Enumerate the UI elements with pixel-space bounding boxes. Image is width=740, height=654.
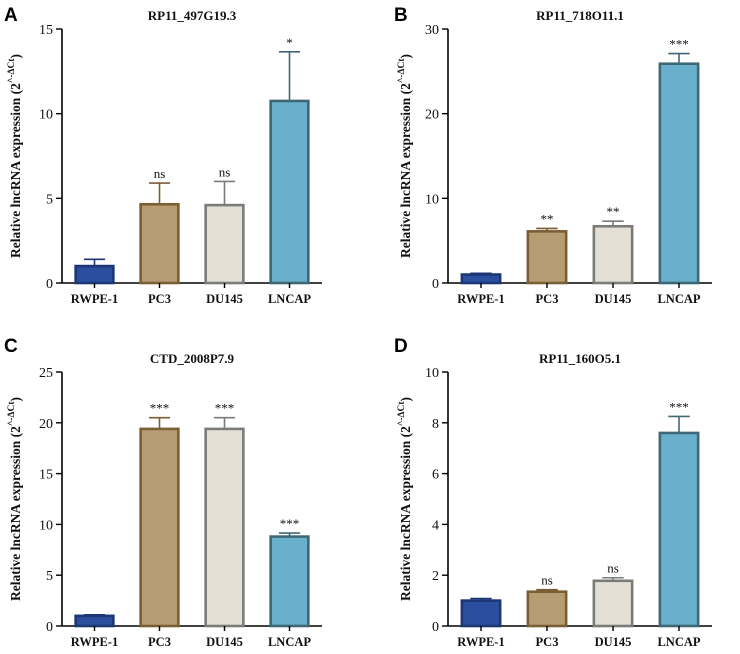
panel-c-ylabel: Relative lncRNA expression (2^-ΔCt) xyxy=(7,397,23,601)
panel-a-ytick-label-3: 15 xyxy=(39,23,53,38)
panel-c-sig-2: *** xyxy=(215,401,235,416)
panel-c-xtick-label-2: DU145 xyxy=(206,635,243,649)
panel-c-title: CTD_2008P7.9 xyxy=(150,351,235,366)
panel-a-xtick-label-1: PC3 xyxy=(148,292,171,306)
panel-c-ytick-label-4: 20 xyxy=(39,417,53,432)
panel-c-ytick-label-3: 15 xyxy=(39,468,53,483)
panel-b-sig-3: *** xyxy=(669,37,689,52)
panel-c-sig-3: *** xyxy=(280,516,300,531)
panel-c-bar-du145 xyxy=(204,427,245,628)
panel-d-title: RP11_160O5.1 xyxy=(539,351,621,366)
panel-b-bar-du145 xyxy=(592,224,634,285)
panel-c-xtick-label-0: RWPE-1 xyxy=(71,635,118,649)
panel-c-xtick-label-3: LNCAP xyxy=(268,635,311,649)
panel-c-ytick-label-2: 10 xyxy=(39,518,53,533)
panel-c-letter: C xyxy=(4,336,18,357)
panel-d-sig-1: ns xyxy=(541,573,553,588)
panel-b-xtick-label-0: RWPE-1 xyxy=(457,292,504,306)
panel-b-title: RP11_718O11.1 xyxy=(536,8,624,23)
panel-d-ytick-label-0: 0 xyxy=(432,620,439,635)
panel-d-xtick-label-1: PC3 xyxy=(536,635,559,649)
panel-b-sig-2: ** xyxy=(607,204,620,219)
panel-b-letter: B xyxy=(394,5,408,26)
panel-d-ytick-label-1: 2 xyxy=(432,569,439,584)
panel-a-title: RP11_497G19.3 xyxy=(148,8,237,23)
panel-d-ytick-label-2: 4 xyxy=(432,518,439,533)
panel-a-sig-2: ns xyxy=(219,164,231,179)
panel-a-bar-lncap xyxy=(269,99,310,285)
panel-b-bar-pc3 xyxy=(526,230,568,285)
panel-c-sig-1: *** xyxy=(150,401,170,416)
panel-c-ytick-label-5: 25 xyxy=(39,366,53,381)
panel-c-ytick-label-0: 0 xyxy=(46,620,53,635)
panel-b-ytick-label-3: 30 xyxy=(425,23,439,38)
panel-d-ytick-label-3: 6 xyxy=(432,468,439,483)
panel-d-xtick-label-0: RWPE-1 xyxy=(457,635,504,649)
panel-d-sig-3: *** xyxy=(669,399,689,414)
panel-b-bar-rwpe-1 xyxy=(460,273,502,285)
panel-a-ylabel: Relative lncRNA expression (2^-ΔCt) xyxy=(7,54,23,258)
panel-a-xtick-label-2: DU145 xyxy=(206,292,243,306)
panel-a-xtick-label-0: RWPE-1 xyxy=(71,292,118,306)
panel-d-ylabel: Relative lncRNA expression (2^-ΔCt) xyxy=(397,397,413,601)
panel-d-bar-du145 xyxy=(592,579,634,628)
panel-a-xtick-label-3: LNCAP xyxy=(268,292,311,306)
panel-b-bar-lncap xyxy=(658,62,700,285)
panel-a-bar-pc3 xyxy=(139,202,180,285)
panel-c-ytick-label-1: 5 xyxy=(46,569,53,584)
panel-d-xtick-label-3: LNCAP xyxy=(657,635,700,649)
panel-d-sig-2: ns xyxy=(607,561,619,576)
panel-b-xtick-label-2: DU145 xyxy=(595,292,632,306)
panel-a-ytick-label-2: 10 xyxy=(39,108,53,123)
panel-d-bar-pc3 xyxy=(526,590,568,628)
panel-d-bar-rwpe-1 xyxy=(460,599,502,628)
panel-b-xtick-label-3: LNCAP xyxy=(657,292,700,306)
panel-b-ytick-label-2: 20 xyxy=(425,108,439,123)
panel-a-ytick-label-1: 5 xyxy=(46,192,53,207)
panel-b-ytick-label-0: 0 xyxy=(432,277,439,292)
panel-a-bar-rwpe-1 xyxy=(74,264,115,285)
panel-a-bar-du145 xyxy=(204,203,245,285)
panel-b-ylabel: Relative lncRNA expression (2^-ΔCt) xyxy=(397,54,413,258)
panel-d-ytick-label-5: 10 xyxy=(425,366,439,381)
panel-c-bar-pc3 xyxy=(139,427,180,628)
panel-a-sig-1: ns xyxy=(154,166,166,181)
panel-c-bar-rwpe-1 xyxy=(74,614,115,628)
panel-d-bar-lncap xyxy=(658,431,700,628)
panel-b-xtick-label-1: PC3 xyxy=(536,292,559,306)
panel-b-sig-1: ** xyxy=(541,211,554,226)
panel-d-letter: D xyxy=(394,336,408,357)
panel-c-xtick-label-1: PC3 xyxy=(148,635,171,649)
panel-a-ytick-label-0: 0 xyxy=(46,277,53,292)
panel-d-xtick-label-2: DU145 xyxy=(595,635,632,649)
panel-a-letter: A xyxy=(4,5,18,26)
panel-b-ytick-label-1: 10 xyxy=(425,192,439,207)
panel-c-bar-lncap xyxy=(269,535,310,628)
panel-a-sig-3: * xyxy=(286,35,293,50)
panel-d-ytick-label-4: 8 xyxy=(432,417,439,432)
